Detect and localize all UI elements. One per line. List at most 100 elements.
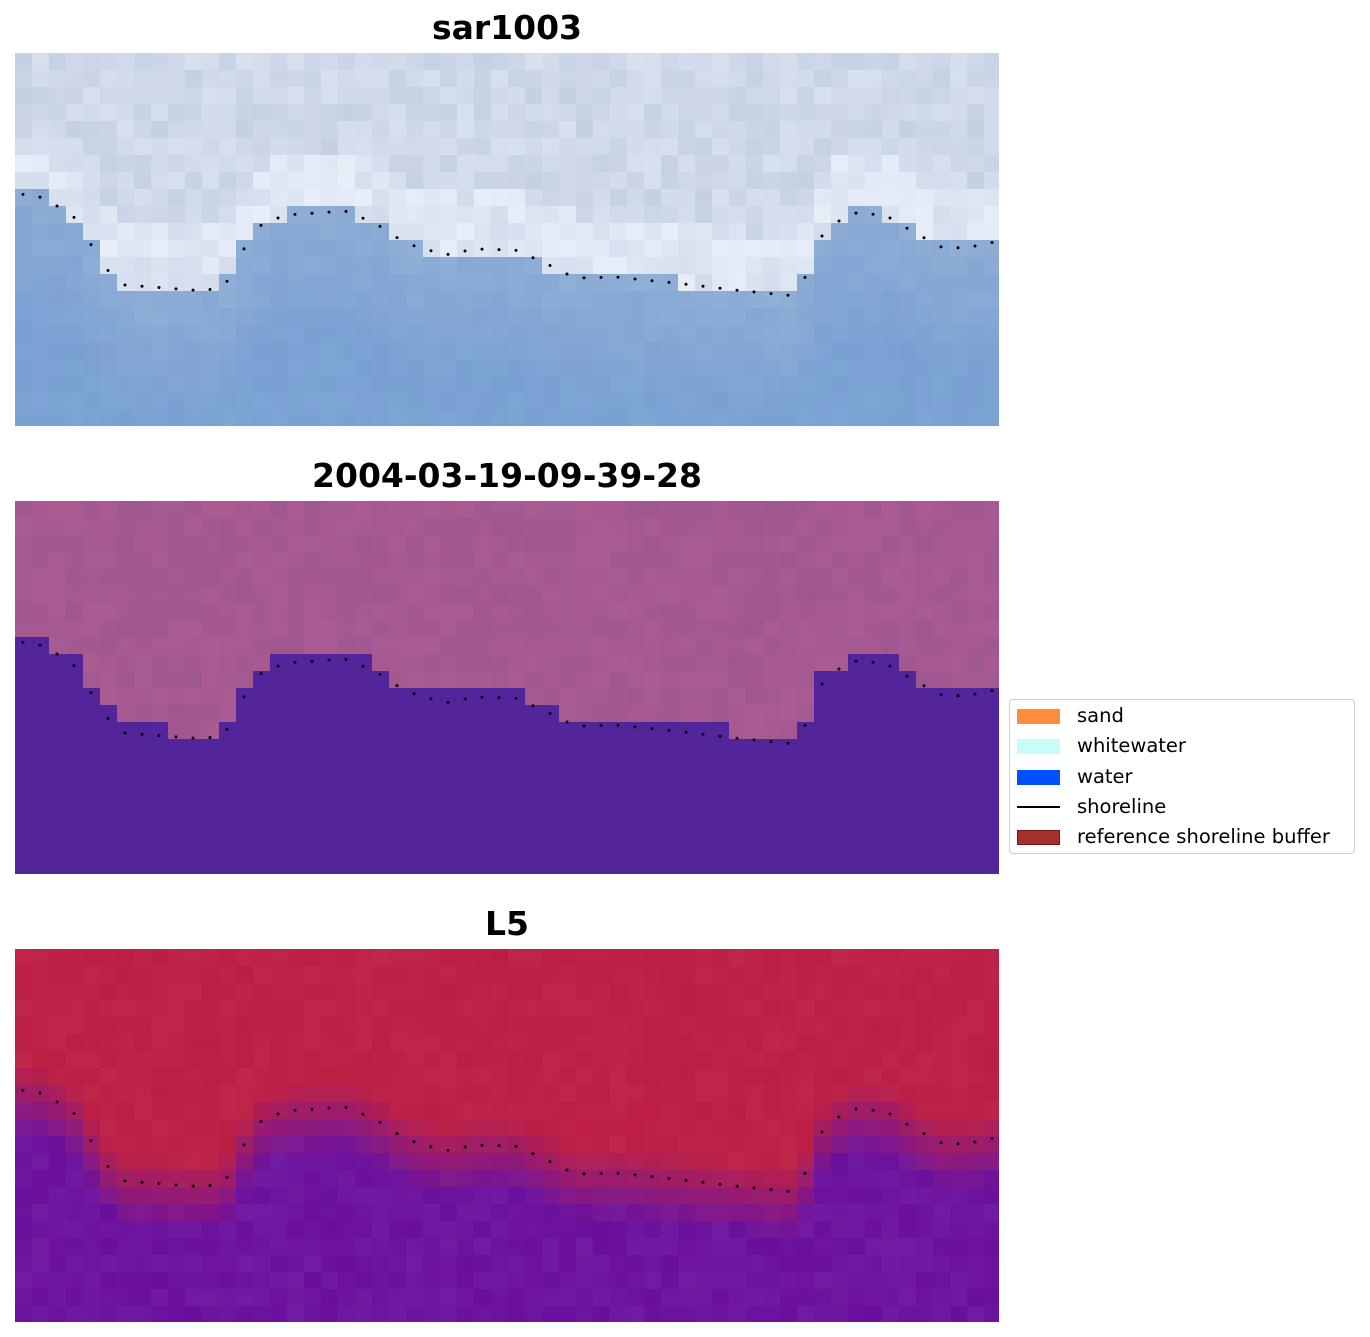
shoreline-dot xyxy=(531,704,535,708)
shoreline-dot xyxy=(939,1141,943,1145)
shoreline-dot xyxy=(718,286,722,290)
shoreline-dot xyxy=(157,734,161,738)
shoreline-dot xyxy=(990,1137,994,1141)
shoreline-dot xyxy=(854,211,858,215)
shoreline-dot xyxy=(650,279,654,283)
shoreline-dot xyxy=(242,695,246,699)
shoreline-dot xyxy=(701,1180,705,1184)
shoreline-dot xyxy=(769,292,773,296)
legend: sand whitewater water shoreline referenc… xyxy=(1009,699,1355,854)
shoreline-dot xyxy=(191,288,195,292)
shoreline-dot xyxy=(327,658,331,662)
shoreline-dot xyxy=(174,287,178,291)
shoreline-dot xyxy=(463,697,467,701)
shoreline-dot xyxy=(208,288,212,291)
shoreline-dot xyxy=(21,1088,25,1092)
shoreline-dot xyxy=(259,1119,263,1123)
shoreline-dot xyxy=(956,246,960,250)
shoreline-dot xyxy=(701,284,705,288)
shoreline-dot xyxy=(140,1180,144,1184)
shoreline-dot xyxy=(106,717,110,721)
shoreline-dot xyxy=(633,725,637,729)
shoreline-dot xyxy=(701,732,705,736)
shoreline-dot xyxy=(616,723,620,727)
legend-item-water: water xyxy=(1017,764,1353,790)
shoreline-dot xyxy=(72,1111,76,1115)
shoreline-dot xyxy=(803,275,807,279)
shoreline-dot xyxy=(242,1143,246,1147)
shoreline-dot xyxy=(446,700,450,704)
shoreline-dot xyxy=(531,1152,535,1156)
shoreline-dot xyxy=(276,1112,280,1116)
legend-item-sand: sand xyxy=(1017,703,1353,729)
shoreline-dot xyxy=(21,192,25,196)
shoreline-dot xyxy=(497,248,501,252)
shoreline-dot xyxy=(293,1108,297,1112)
shoreline-dot xyxy=(497,1144,501,1148)
shoreline-dot xyxy=(140,732,144,736)
shoreline-dot xyxy=(565,272,569,276)
shoreline-dot xyxy=(480,1143,484,1147)
shoreline-dot xyxy=(378,224,382,228)
shoreline-dot xyxy=(871,660,875,664)
shoreline-dot xyxy=(803,1171,807,1175)
shoreline-dot xyxy=(718,1182,722,1186)
shoreline-dot xyxy=(769,1188,773,1192)
shoreline-dot xyxy=(854,1107,858,1111)
shoreline-dot xyxy=(735,288,739,292)
shoreline-dot xyxy=(174,1183,178,1187)
legend-label: whitewater xyxy=(1077,734,1186,757)
water-swatch xyxy=(1017,770,1060,785)
shoreline-dot xyxy=(922,236,926,240)
shoreline-dot xyxy=(89,691,93,695)
shoreline-dot xyxy=(157,286,161,290)
shoreline-dot xyxy=(548,264,552,267)
shoreline-dot xyxy=(395,684,399,688)
shoreline-dot xyxy=(905,674,909,678)
shoreline-dot xyxy=(191,736,195,740)
shoreline-dot xyxy=(276,664,280,668)
shoreline-dot xyxy=(548,712,552,715)
shoreline-dot xyxy=(38,195,42,199)
legend-label: shoreline xyxy=(1077,795,1167,818)
shoreline-dot xyxy=(361,216,365,220)
shoreline-dot xyxy=(871,212,875,216)
shoreline-dot xyxy=(174,735,178,739)
shoreline-line-swatch xyxy=(1017,806,1060,808)
shoreline-dot xyxy=(888,664,892,668)
shoreline-dot xyxy=(786,741,790,745)
probability-image xyxy=(15,949,999,1322)
shoreline-dot xyxy=(973,692,977,696)
panel-title-date: 2004-03-19-09-39-28 xyxy=(312,456,702,495)
shoreline-dot xyxy=(344,657,348,661)
shoreline-dot xyxy=(871,1108,875,1112)
shoreline-dot xyxy=(514,696,518,700)
shoreline-dot xyxy=(888,1112,892,1116)
shoreline-dot xyxy=(684,730,688,734)
shoreline-dot xyxy=(956,694,960,698)
shoreline-dot xyxy=(327,210,331,214)
shoreline-dot xyxy=(89,243,93,247)
shoreline-dot xyxy=(378,672,382,676)
shoreline-dot xyxy=(650,727,654,731)
shoreline-dot xyxy=(820,1130,824,1134)
shoreline-dot xyxy=(225,279,229,283)
shoreline-dot xyxy=(667,728,671,732)
shoreline-dot xyxy=(582,276,586,280)
shoreline-dot xyxy=(429,697,433,701)
shoreline-dot xyxy=(565,720,569,724)
shoreline-dot xyxy=(905,1122,909,1126)
shoreline-dot xyxy=(395,1132,399,1136)
shoreline-dot xyxy=(412,244,416,248)
shoreline-dot xyxy=(123,283,127,287)
shoreline-dot xyxy=(480,247,484,251)
shoreline-dot xyxy=(582,724,586,728)
shoreline-dot xyxy=(803,723,807,727)
shoreline-dot xyxy=(769,740,773,744)
shoreline-dot xyxy=(514,1144,518,1148)
legend-item-shoreline: shoreline xyxy=(1017,794,1353,820)
panel-title-sar1003: sar1003 xyxy=(431,8,583,47)
shoreline-dot xyxy=(956,1142,960,1146)
shoreline-dot xyxy=(820,234,824,238)
shoreline-dot xyxy=(735,736,739,740)
